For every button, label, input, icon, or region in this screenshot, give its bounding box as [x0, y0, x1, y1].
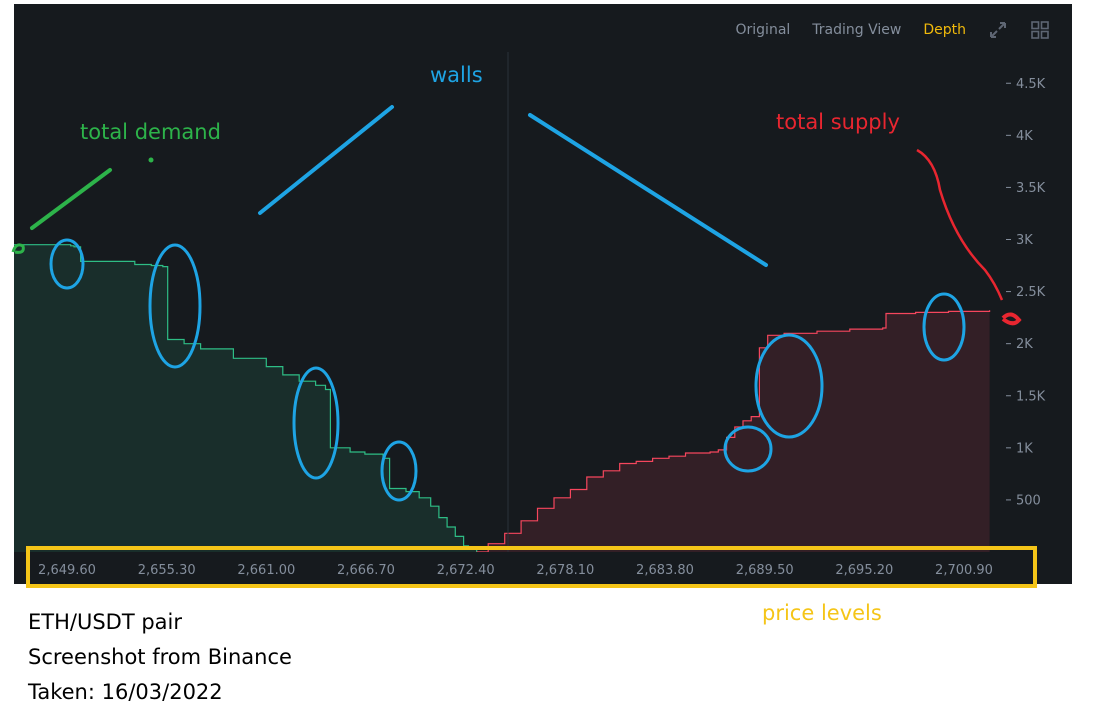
- wall-circle: [148, 243, 202, 369]
- y-tick-label: 3.5K: [1016, 181, 1046, 196]
- tab-depth[interactable]: Depth: [923, 22, 966, 38]
- y-axis: 500 1K 1.5K 2K 2.5K 3K 3.5K 4K 4.5K: [1006, 77, 1046, 508]
- caption-pair: ETH/USDT pair: [28, 610, 183, 634]
- plot-area: [14, 244, 991, 552]
- wall-circle: [922, 292, 966, 362]
- wall-pointer-line: [528, 113, 768, 267]
- wall-circle: [723, 425, 773, 473]
- wall-circle: [754, 333, 824, 439]
- y-tick-label: 3K: [1016, 233, 1033, 248]
- x-tick-label: 2,689.50: [736, 563, 794, 578]
- x-tick-label: 2,655.30: [138, 563, 196, 578]
- y-tick-label: 1K: [1016, 441, 1033, 456]
- tab-trading-view[interactable]: Trading View: [812, 22, 902, 38]
- total-demand-label: total demand: [80, 120, 221, 144]
- asks-depth-line: [476, 310, 991, 552]
- total-supply-label: total supply: [776, 110, 900, 134]
- wall-circle: [49, 238, 85, 290]
- depth-chart-panel: Original Trading View Depth: [14, 4, 1072, 584]
- y-tick-label: 500: [1016, 493, 1041, 508]
- expand-icon[interactable]: [988, 20, 1008, 40]
- wall-circle: [292, 366, 340, 480]
- demand-endpoint-mark: [11, 243, 25, 254]
- y-tick-label: 2.5K: [1016, 285, 1046, 300]
- hand-annotations: [11, 105, 1037, 588]
- caption: ETH/USDT pair Screenshot from Binance Ta…: [28, 605, 292, 710]
- x-tick-label: 2,649.60: [38, 563, 96, 578]
- bids-depth-line: [14, 244, 478, 552]
- x-tick-label: 2,666.70: [337, 563, 395, 578]
- demand-dot: [148, 157, 154, 163]
- x-tick-label: 2,700.90: [935, 563, 993, 578]
- grid-layout-icon-glyph: [1031, 21, 1049, 39]
- caption-date: Taken: 16/03/2022: [28, 680, 223, 704]
- bids-area: [14, 244, 477, 552]
- demand-pointer-line: [30, 168, 112, 230]
- x-tick-label: 2,661.00: [237, 563, 295, 578]
- x-axis: 2,649.60 2,655.30 2,661.00 2,666.70 2,672.40…: [38, 563, 993, 578]
- tab-original[interactable]: Original: [735, 22, 791, 38]
- asks-area: [476, 310, 990, 552]
- y-tick-label: 4K: [1016, 129, 1033, 144]
- price-levels-label: price levels: [762, 601, 882, 625]
- y-tick-label: 2K: [1016, 337, 1033, 352]
- y-tick-label: 4.5K: [1016, 77, 1046, 92]
- x-tick-label: 2,678.10: [536, 563, 594, 578]
- supply-endpoint-mark: [1001, 312, 1022, 326]
- supply-pointer-line: [916, 148, 1004, 301]
- x-tick-label: 2,695.20: [835, 563, 893, 578]
- x-tick-label: 2,683.80: [636, 563, 694, 578]
- wall-pointer-line: [258, 105, 394, 215]
- chart-view-toolbar: Original Trading View Depth: [736, 18, 1051, 42]
- y-tick-label: 1.5K: [1016, 389, 1046, 404]
- price-levels-box: [26, 546, 1037, 588]
- caption-source: Screenshot from Binance: [28, 645, 292, 669]
- expand-icon-glyph: [990, 22, 1006, 38]
- walls-label: walls: [430, 63, 483, 87]
- x-tick-label: 2,672.40: [437, 563, 495, 578]
- wall-circle: [380, 440, 418, 502]
- grid-layout-icon[interactable]: [1030, 20, 1050, 40]
